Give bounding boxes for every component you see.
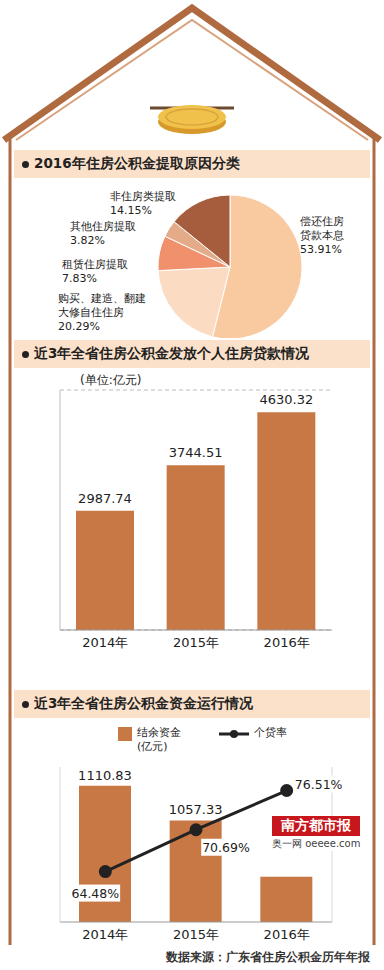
html-text:结余资金(亿元): 结余资金(亿元)	[137, 726, 181, 753]
html-text:奥一网 oeeee.com: 奥一网 oeeee.com	[272, 838, 361, 849]
svg-text:2014年: 2014年	[82, 635, 128, 650]
html-text:近3年全省住房公积金发放个人住房贷款情况: 近3年全省住房公积金发放个人住房贷款情况	[34, 345, 310, 361]
html-text:3.82%: 3.82%	[70, 234, 105, 247]
svg-text:2016年: 2016年	[264, 635, 310, 650]
html-text:非住房类提取: 非住房类提取	[110, 190, 176, 203]
svg-text:1057.33: 1057.33	[169, 802, 223, 817]
svg-text:64.48%: 64.48%	[71, 886, 119, 901]
html-text:近3年全省住房公积金资金运行情况: 近3年全省住房公积金资金运行情况	[34, 695, 254, 711]
svg-text:2015年: 2015年	[173, 927, 219, 942]
html-text:20.29%: 20.29%	[58, 320, 100, 333]
svg-text:2987.74: 2987.74	[78, 491, 132, 506]
html-text:14.15%: 14.15%	[110, 204, 152, 217]
svg-text:3744.51: 3744.51	[169, 445, 223, 460]
html-text:贷款本息: 贷款本息	[300, 229, 344, 242]
html-text:(单位:亿元): (单位:亿元)	[80, 373, 142, 387]
html-text:购买、建造、翻建: 购买、建造、翻建	[58, 292, 146, 305]
html-text:租赁住房提取: 租赁住房提取	[62, 258, 128, 271]
html-text:2016年住房公积金提取原因分类: 2016年住房公积金提取原因分类	[34, 155, 240, 171]
svg-text:4630.32: 4630.32	[259, 392, 313, 407]
html-text:个贷率: 个贷率	[254, 726, 288, 739]
svg-text:2015年: 2015年	[173, 635, 219, 650]
html-text:偿还住房: 偿还住房	[300, 215, 344, 228]
svg-text:76.51%: 76.51%	[295, 777, 343, 792]
svg-text:2016年: 2016年	[264, 927, 310, 942]
svg-text:2014年: 2014年	[82, 927, 128, 942]
html-text:其他住房提取: 其他住房提取	[70, 220, 136, 233]
svg-text:1110.83: 1110.83	[78, 768, 132, 783]
html-text:数据来源：广东省住房公积金历年年报: 数据来源：广东省住房公积金历年年报	[166, 950, 370, 964]
html-text:7.83%: 7.83%	[62, 272, 97, 285]
html-text:南方都市报: 南方都市报	[281, 817, 352, 833]
svg-text:70.69%: 70.69%	[202, 840, 250, 855]
html-text:53.91%: 53.91%	[300, 243, 342, 256]
html-text:大修自住住房: 大修自住住房	[58, 306, 124, 319]
